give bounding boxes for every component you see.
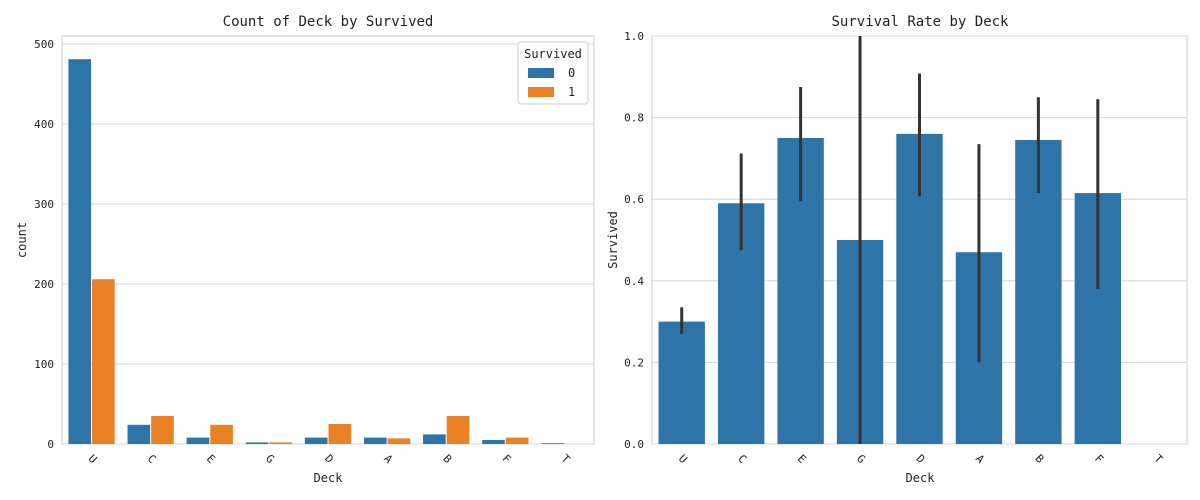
bar-F-survived-0 xyxy=(482,440,505,444)
legend: Survived 0 1 xyxy=(517,41,589,105)
survival-rate-chart-x-label: Deck xyxy=(906,471,936,485)
x-tick-label: C xyxy=(145,452,159,466)
legend-title: Survived xyxy=(524,47,582,61)
x-tick-label: D xyxy=(322,452,336,466)
bar-E-survived-0 xyxy=(186,437,210,444)
y-tick-label: 500 xyxy=(34,38,54,51)
x-tick-label: C xyxy=(735,452,749,466)
x-tick-label: F xyxy=(499,452,513,466)
x-tick-label: G xyxy=(263,452,277,466)
y-tick-label: 0.6 xyxy=(624,193,644,206)
count-chart-title: Count of Deck by Survived xyxy=(223,14,434,30)
bar-A-survived-0 xyxy=(363,437,387,444)
legend-swatch-1 xyxy=(528,87,554,97)
survival-rate-chart-y-ticks: 0.0 0.2 0.4 0.6 0.8 1.0 xyxy=(624,30,644,451)
count-chart-x-label: Deck xyxy=(314,471,344,485)
x-tick-label: B xyxy=(440,452,454,466)
bar-C-survived-1 xyxy=(151,416,174,444)
bar-E-survived-1 xyxy=(210,424,233,444)
count-chart-grid xyxy=(62,43,594,445)
count-chart-plot-area xyxy=(61,35,595,445)
x-tick-label: F xyxy=(1092,452,1106,466)
legend-label-1: 1 xyxy=(568,85,575,99)
count-chart-bars xyxy=(68,59,564,444)
survival-rate-chart-title: Survival Rate by Deck xyxy=(831,14,1009,30)
bar-U xyxy=(658,321,705,444)
bar-G-survived-1 xyxy=(269,442,293,444)
x-tick-label: E xyxy=(795,452,809,466)
y-tick-label: 300 xyxy=(34,198,54,211)
bar-C-survived-0 xyxy=(127,424,151,444)
bar-F-survived-1 xyxy=(505,437,529,444)
survival-rate-chart-error-bars xyxy=(680,36,1100,444)
y-tick-label: 100 xyxy=(34,358,54,371)
bar-G-survived-0 xyxy=(245,442,269,444)
bar-B-survived-0 xyxy=(423,434,446,444)
x-tick-label: T xyxy=(1151,452,1165,466)
legend-label-0: 0 xyxy=(568,66,575,80)
x-tick-label: B xyxy=(1033,452,1047,466)
x-tick-label: U xyxy=(676,452,690,466)
legend-swatch-0 xyxy=(528,68,554,78)
x-tick-label: G xyxy=(854,452,868,466)
count-chart: 0 100 200 300 400 500 U C E G D A B F T Count of Deck… xyxy=(15,14,595,485)
bar-T-survived-0 xyxy=(541,443,564,444)
y-tick-label: 1.0 xyxy=(624,30,644,43)
x-tick-label: D xyxy=(914,452,928,466)
y-tick-label: 200 xyxy=(34,278,54,291)
y-tick-label: 0 xyxy=(47,438,54,451)
x-tick-label: E xyxy=(204,452,218,466)
bar-D-survived-1 xyxy=(328,424,352,444)
survival-rate-chart-y-label: Survived xyxy=(606,211,620,269)
survival-rate-chart: 0.0 0.2 0.4 0.6 0.8 1.0 U C E G D A B F T Survival Ra… xyxy=(606,14,1188,485)
x-tick-label: U xyxy=(86,452,100,466)
x-tick-label: T xyxy=(559,452,573,466)
bar-U-survived-1 xyxy=(92,279,115,444)
bar-D-survived-0 xyxy=(304,437,328,444)
count-chart-y-ticks: 0 100 200 300 400 500 xyxy=(34,38,54,451)
bar-A-survived-1 xyxy=(387,438,411,444)
y-tick-label: 0.8 xyxy=(624,112,644,125)
x-tick-label: A xyxy=(973,452,987,466)
y-tick-label: 0.0 xyxy=(624,438,644,451)
y-tick-label: 400 xyxy=(34,118,54,131)
y-tick-label: 0.4 xyxy=(624,275,644,288)
x-tick-label: A xyxy=(381,452,395,466)
bar-B-survived-1 xyxy=(446,416,470,444)
bar-U-survived-0 xyxy=(68,59,92,444)
count-chart-y-label: count xyxy=(15,222,29,258)
y-tick-label: 0.2 xyxy=(624,356,644,369)
